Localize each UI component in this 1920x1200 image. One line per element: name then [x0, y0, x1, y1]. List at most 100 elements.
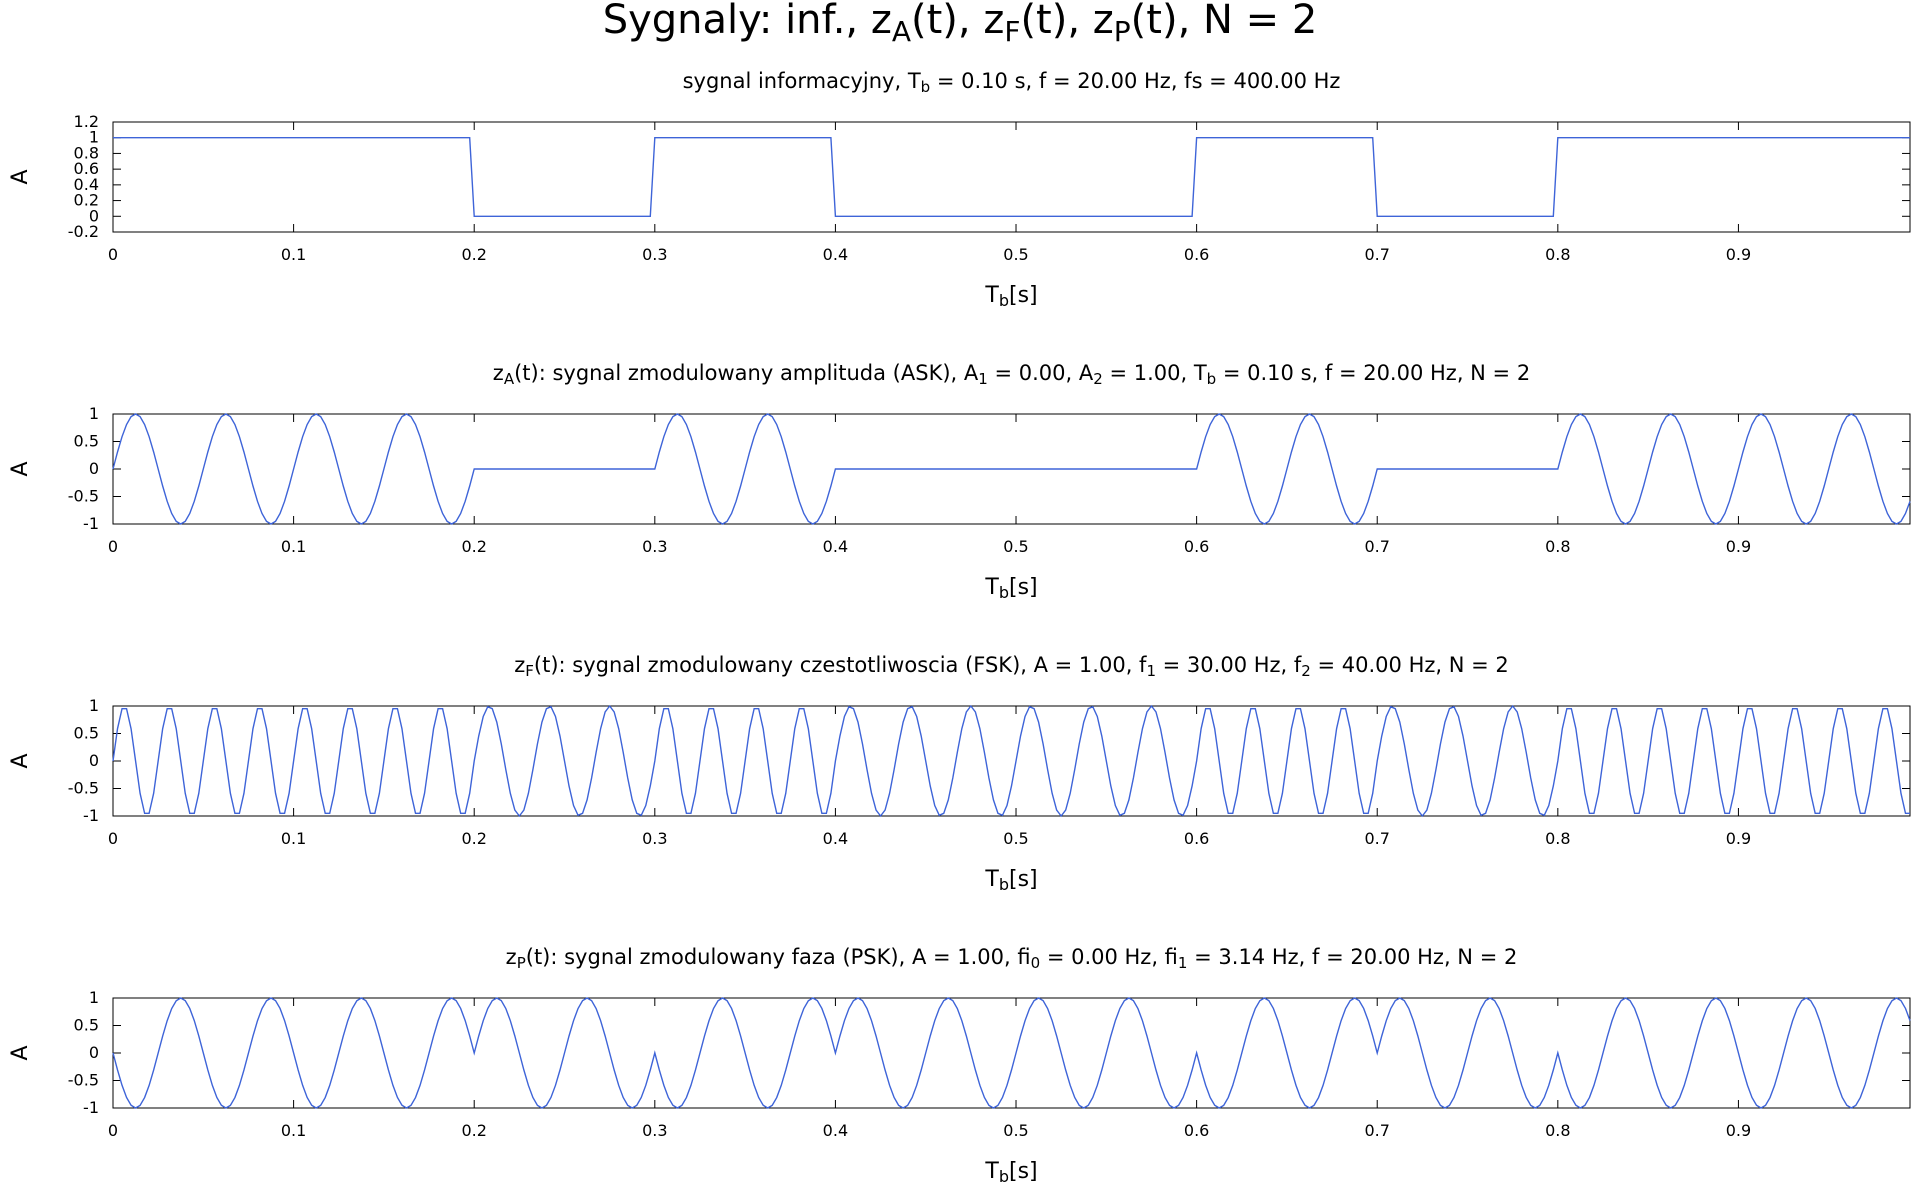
y-tick-label: -0.5: [68, 779, 99, 798]
x-tick-label: 0.7: [1364, 1121, 1389, 1140]
main-title-sub-p: P: [1113, 15, 1131, 48]
x-tick-label: 0: [108, 245, 118, 264]
x-tick-label: 0.8: [1545, 829, 1570, 848]
x-tick-label: 0.9: [1726, 245, 1751, 264]
x-axis-label-unit: [s]: [1009, 1159, 1038, 1184]
x-tick-label: 0.7: [1364, 537, 1389, 556]
x-axis-label-unit: [s]: [1009, 867, 1038, 892]
plot-title-subscript: A: [504, 370, 515, 388]
x-tick-label: 0.3: [642, 829, 667, 848]
y-tick-label: 0: [89, 206, 99, 225]
plot-title-text: (t): sygnal zmodulowany amplituda (ASK),…: [514, 361, 979, 385]
plot-title: zP(t): sygnal zmodulowany faza (PSK), A …: [506, 945, 1518, 972]
main-title-mid-1: (t), z: [911, 0, 1005, 43]
plot-panel-1: sygnal informacyjny, Tb = 0.10 s, f = 20…: [8, 69, 1911, 310]
y-tick-label: 0.4: [74, 175, 99, 194]
y-tick-label: 0: [89, 751, 99, 770]
x-tick-label: 0.4: [823, 245, 848, 264]
y-tick-label: 0.6: [74, 159, 99, 178]
x-tick-label: 0: [108, 1121, 118, 1140]
series-line: [112, 413, 1911, 525]
x-tick-label: 0.2: [461, 245, 486, 264]
x-axis-label: Tb[s]: [984, 283, 1037, 310]
main-title-sub-f: F: [1004, 15, 1021, 48]
y-axis-label: A: [8, 753, 33, 768]
plot-title-text: = 0.10 s, f = 20.00 Hz, fs = 400.00 Hz: [930, 69, 1340, 93]
plot-title-subscript: F: [525, 662, 534, 680]
y-tick-label: 1: [89, 128, 99, 147]
x-tick-label: 0.1: [281, 829, 306, 848]
x-tick-label: 0: [108, 829, 118, 848]
x-tick-label: 0: [108, 537, 118, 556]
x-tick-label: 0.3: [642, 245, 667, 264]
x-tick-label: 0.9: [1726, 1121, 1751, 1140]
plot-title-text: z: [493, 361, 504, 385]
series-line: [112, 704, 1910, 818]
plot-frame: [112, 705, 1911, 817]
plot-title-subscript: 0: [1031, 954, 1041, 972]
x-axis-label-unit: [s]: [1009, 575, 1038, 600]
main-title-mid-2: (t), z: [1020, 0, 1114, 43]
x-tick-label: 0.7: [1364, 829, 1389, 848]
plot-title-subscript: b: [1207, 370, 1217, 388]
x-tick-label: 0.1: [281, 537, 306, 556]
x-tick-label: 0.2: [461, 1121, 486, 1140]
x-axis-label: Tb[s]: [984, 867, 1037, 894]
x-tick-label: 0.9: [1726, 537, 1751, 556]
x-axis-label: Tb[s]: [984, 575, 1037, 602]
x-tick-label: 0.7: [1364, 245, 1389, 264]
x-axis-label-unit: [s]: [1009, 283, 1038, 308]
y-tick-label: -1: [83, 1098, 99, 1117]
plot-title: sygnal informacyjny, Tb = 0.10 s, f = 20…: [683, 69, 1341, 96]
plot-title-text: = 30.00 Hz, f: [1156, 653, 1302, 677]
plot-frame: [112, 997, 1911, 1109]
x-axis-label-main: T: [984, 283, 999, 308]
x-axis-label-main: T: [984, 575, 999, 600]
plot-title-subscript: P: [517, 954, 526, 972]
x-axis-label-main: T: [984, 1159, 999, 1184]
plot-frame: [112, 121, 1911, 233]
y-tick-label: -1: [83, 806, 99, 825]
plot-title-subscript: 2: [1093, 370, 1103, 388]
y-tick-label: 0: [89, 1043, 99, 1062]
x-tick-label: 0.8: [1545, 537, 1570, 556]
main-title-prefix: Sygnaly: inf., z: [602, 0, 892, 43]
plot-title-subscript: 1: [978, 370, 988, 388]
x-tick-label: 0.6: [1184, 829, 1209, 848]
x-tick-label: 0.4: [823, 537, 848, 556]
plot-title-text: z: [514, 653, 525, 677]
plot-title-text: sygnal informacyjny, T: [683, 69, 921, 93]
plot-title-text: = 0.00, A: [988, 361, 1094, 385]
plot-title: zA(t): sygnal zmodulowany amplituda (ASK…: [493, 361, 1530, 388]
y-axis-label: A: [8, 169, 33, 184]
plot-title-text: = 1.00, T: [1103, 361, 1207, 385]
plot-title: zF(t): sygnal zmodulowany czestotliwosci…: [514, 653, 1509, 680]
x-axis-label: Tb[s]: [984, 1159, 1037, 1186]
y-tick-label: -0.5: [68, 487, 99, 506]
x-tick-label: 0.6: [1184, 1121, 1209, 1140]
x-tick-label: 0.6: [1184, 245, 1209, 264]
main-title-sub-a: A: [891, 15, 912, 48]
x-tick-label: 0.8: [1545, 245, 1570, 264]
y-tick-label: 0: [89, 459, 99, 478]
x-axis-label-subscript: b: [999, 1167, 1009, 1186]
y-tick-label: 1: [89, 696, 99, 715]
plot-title-text: z: [506, 945, 517, 969]
x-tick-label: 0.4: [823, 1121, 848, 1140]
x-axis-label-subscript: b: [999, 875, 1009, 894]
y-tick-label: -1: [83, 514, 99, 533]
plot-title-subscript: 1: [1146, 662, 1156, 680]
y-axis-label: A: [8, 461, 33, 476]
y-tick-label: 1: [89, 988, 99, 1007]
x-axis-label-main: T: [984, 867, 999, 892]
y-tick-label: -0.5: [68, 1071, 99, 1090]
plot-title-text: (t): sygnal zmodulowany czestotliwoscia …: [534, 653, 1147, 677]
plot-panel-4: zP(t): sygnal zmodulowany faza (PSK), A …: [8, 945, 1911, 1186]
y-tick-label: 0.8: [74, 143, 99, 162]
y-tick-label: 0.5: [74, 432, 99, 451]
plot-title-text: = 0.00 Hz, fi: [1040, 945, 1178, 969]
series-line: [112, 997, 1911, 1109]
x-tick-label: 0.3: [642, 537, 667, 556]
